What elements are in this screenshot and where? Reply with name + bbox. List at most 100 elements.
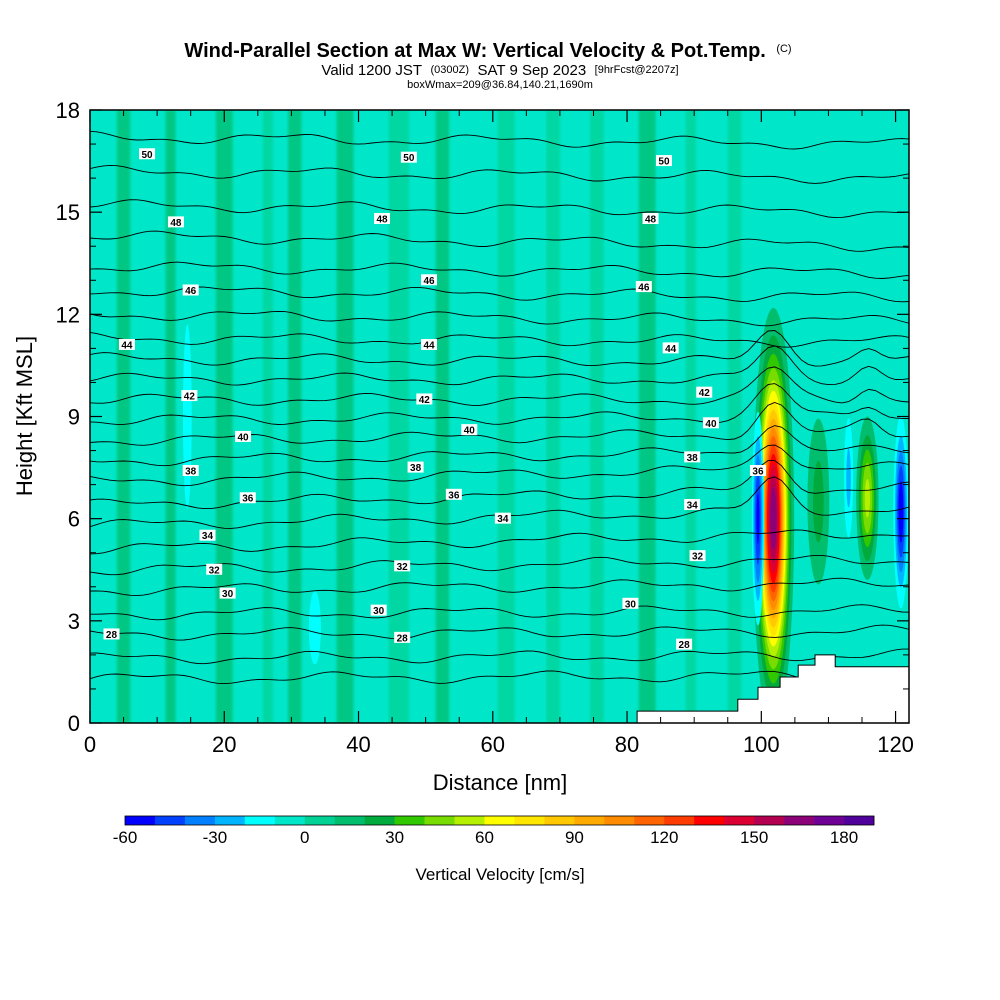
contour-label: 38 (407, 461, 424, 474)
contour-label-box (684, 451, 701, 463)
theta-contour (90, 366, 909, 406)
contour-label-box (167, 216, 184, 228)
background-band (685, 110, 696, 723)
contour-label-box (421, 274, 438, 286)
contour-label-box (461, 424, 478, 436)
colorbar-segment (514, 816, 545, 825)
contour-label-text: 44 (121, 340, 133, 351)
contour-label: 40 (461, 424, 478, 437)
y-tick-label: 18 (56, 98, 80, 123)
contour-label: 48 (642, 212, 659, 225)
colorbar-tick-label: 180 (830, 828, 858, 847)
contour-label-text: 30 (222, 589, 234, 600)
colorbar-segment (574, 816, 605, 825)
contour-label-box (118, 338, 135, 350)
colorbar-segment (424, 816, 455, 825)
colorbar-tick-label: 30 (385, 828, 404, 847)
theta-contour (90, 310, 909, 327)
contour-label: 32 (206, 563, 223, 576)
contour-label-text: 44 (423, 340, 435, 351)
contour-label-box (702, 417, 719, 429)
colorbar: -60 -30 0 30 60 90 120 150 180 (113, 815, 875, 847)
colorbar-segment (484, 816, 515, 825)
downdraft-core (898, 481, 904, 543)
downdraft-core (846, 448, 851, 508)
colorbar-tick-label: 0 (300, 828, 309, 847)
contour-label-box (235, 430, 252, 442)
contour-labels: 50 50 50 48 48 48 46 46 46 44 44 44 42 42 42 40 40 40 38 38… (103, 148, 766, 651)
contour-label-box (635, 281, 652, 293)
chart-subtitle: Valid 1200 JST (0300Z) SAT 9 Sep 2023 [9… (321, 60, 678, 79)
theta-contour (90, 383, 909, 425)
theta-contour (90, 286, 909, 303)
contour-label: 50 (400, 151, 417, 164)
contour-label-text: 36 (752, 466, 764, 477)
contour-label: 36 (749, 464, 766, 477)
colorbar-segment (544, 816, 575, 825)
contour-label-text: 34 (497, 514, 509, 525)
contour-label: 48 (374, 212, 391, 225)
background-band (388, 110, 409, 723)
contour-label-box (206, 563, 223, 575)
contour-label: 30 (622, 597, 639, 610)
colorbar-segment (304, 816, 336, 825)
contour-label: 38 (684, 451, 701, 464)
contour-label-text: 48 (170, 218, 182, 229)
theta-contour (90, 199, 909, 219)
contour-label-text: 30 (373, 606, 385, 617)
colorbar-segment (364, 816, 395, 825)
contour-label-text: 48 (376, 214, 388, 225)
contour-label: 50 (655, 155, 672, 168)
contour-label-box (182, 464, 199, 476)
contour-label: 32 (689, 550, 706, 563)
contour-label: 28 (394, 631, 411, 644)
contour-label-box (370, 604, 387, 616)
y-tick-label: 6 (68, 507, 80, 532)
contour-label-box (676, 638, 693, 650)
contour-label-box (749, 464, 766, 476)
contour-label: 46 (182, 284, 199, 297)
contour-label-box (181, 390, 198, 402)
contour-label-text: 42 (699, 388, 711, 399)
contour-label: 46 (421, 274, 438, 287)
contour-label-box (239, 492, 256, 504)
contour-label-box (655, 155, 672, 167)
velocity-cores (182, 307, 909, 723)
contour-label: 40 (702, 417, 719, 430)
contour-label-text: 50 (403, 153, 415, 164)
x-tick-label: 80 (615, 732, 639, 757)
colorbar-segment (724, 816, 755, 825)
contour-label-box (696, 386, 713, 398)
contour-label-text: 50 (141, 150, 153, 161)
background-bands (116, 110, 742, 723)
contour-label-text: 32 (209, 565, 221, 576)
y-tick-label: 3 (68, 609, 80, 634)
colorbar-segment (784, 816, 815, 825)
colorbar-segment (754, 816, 785, 825)
colorbar-segment (214, 816, 246, 825)
contour-label: 50 (139, 148, 156, 161)
downdraft-core (756, 493, 760, 544)
terrain (90, 654, 909, 723)
contour-label-box (394, 560, 411, 572)
contour-label: 48 (167, 216, 184, 229)
colorbar-tick-label: -60 (113, 828, 138, 847)
contour-label: 40 (235, 430, 252, 443)
contour-label: 44 (662, 342, 679, 355)
contour-label-box (139, 148, 156, 160)
updraft-core (770, 487, 777, 550)
colorbar-segment (694, 816, 725, 825)
contour-label: 34 (494, 512, 511, 525)
y-tick-label: 15 (56, 200, 80, 225)
contour-label-box (494, 512, 511, 524)
contour-label-box (400, 151, 417, 163)
contour-label-box (407, 461, 424, 473)
contour-label: 28 (103, 628, 120, 641)
background-band (638, 110, 656, 723)
contour-label-text: 48 (645, 214, 657, 225)
theta-contour (90, 670, 909, 685)
x-tick-label: 120 (877, 732, 914, 757)
contour-label-text: 38 (687, 453, 699, 464)
contour-label: 36 (239, 492, 256, 505)
theta-contours (90, 130, 909, 685)
